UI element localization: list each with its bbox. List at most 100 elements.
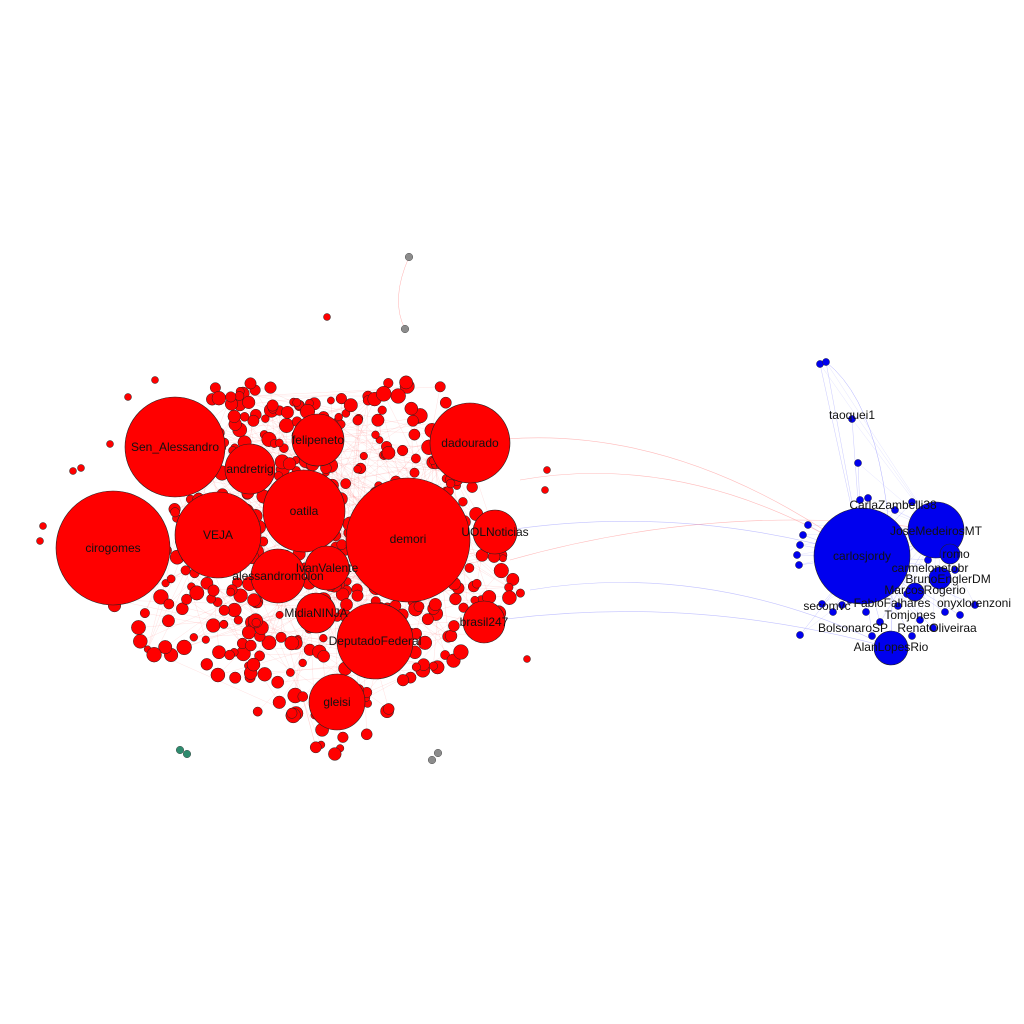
node[interactable] <box>309 741 322 754</box>
node[interactable] <box>894 602 902 610</box>
node[interactable] <box>359 451 368 461</box>
node[interactable] <box>413 601 425 612</box>
node[interactable] <box>371 413 385 427</box>
node[interactable] <box>449 592 462 606</box>
node[interactable] <box>124 393 132 401</box>
node[interactable] <box>795 561 803 569</box>
node-ivanvalente[interactable] <box>304 545 350 591</box>
node[interactable] <box>207 584 220 597</box>
node[interactable] <box>340 478 352 489</box>
node[interactable] <box>371 430 380 439</box>
node[interactable] <box>502 590 517 605</box>
node[interactable] <box>829 608 837 616</box>
node[interactable] <box>439 396 452 409</box>
node[interactable] <box>241 625 256 640</box>
node[interactable] <box>856 496 864 504</box>
node-demori[interactable] <box>345 477 471 603</box>
node[interactable] <box>971 601 979 609</box>
node[interactable] <box>257 667 272 682</box>
node[interactable] <box>281 405 294 419</box>
node[interactable] <box>210 667 226 683</box>
node[interactable] <box>428 661 438 671</box>
node[interactable] <box>854 459 862 467</box>
node[interactable] <box>286 668 295 677</box>
node[interactable] <box>390 388 406 404</box>
node[interactable] <box>336 539 348 550</box>
node[interactable] <box>181 593 193 605</box>
node[interactable] <box>411 662 421 672</box>
node[interactable] <box>297 691 309 702</box>
node[interactable] <box>166 574 176 584</box>
node[interactable] <box>275 631 287 643</box>
node[interactable] <box>848 415 856 423</box>
node[interactable] <box>337 731 349 743</box>
node-oatila[interactable] <box>262 469 346 553</box>
node[interactable] <box>252 706 263 717</box>
node[interactable] <box>176 602 189 616</box>
node[interactable] <box>266 399 279 412</box>
node[interactable] <box>360 728 373 741</box>
node[interactable] <box>245 639 257 652</box>
node[interactable] <box>328 747 342 761</box>
node[interactable] <box>162 614 175 628</box>
node-marcosrogerio[interactable] <box>905 582 925 602</box>
node[interactable] <box>335 393 347 405</box>
node[interactable] <box>916 616 924 624</box>
node[interactable] <box>340 598 353 612</box>
node[interactable] <box>951 566 959 574</box>
node-brasil247[interactable] <box>462 600 506 644</box>
node[interactable] <box>891 506 899 514</box>
node-carlosjordy[interactable] <box>813 507 911 605</box>
node[interactable] <box>864 494 872 502</box>
node[interactable] <box>254 650 265 662</box>
node[interactable] <box>444 629 458 643</box>
node[interactable] <box>298 658 307 668</box>
node[interactable] <box>200 658 213 671</box>
isolated-node[interactable] <box>182 750 191 759</box>
node[interactable] <box>170 507 181 518</box>
node[interactable] <box>153 589 169 605</box>
node-andretrig[interactable] <box>224 443 276 495</box>
node[interactable] <box>227 409 241 423</box>
node[interactable] <box>377 405 387 415</box>
node[interactable] <box>543 466 551 474</box>
node[interactable] <box>818 600 826 608</box>
node[interactable] <box>218 604 230 616</box>
node[interactable] <box>409 467 420 478</box>
node[interactable] <box>929 624 937 632</box>
node[interactable] <box>504 582 514 592</box>
node[interactable] <box>247 414 260 427</box>
node[interactable] <box>445 478 456 489</box>
node[interactable] <box>381 446 396 460</box>
node[interactable] <box>275 438 284 448</box>
node[interactable] <box>908 632 916 640</box>
node[interactable] <box>396 674 410 687</box>
node[interactable] <box>448 620 460 632</box>
isolated-node[interactable] <box>434 749 443 758</box>
node[interactable] <box>131 620 146 635</box>
node[interactable] <box>407 414 419 427</box>
node[interactable] <box>247 593 261 607</box>
node[interactable] <box>408 428 421 441</box>
node[interactable] <box>212 645 226 660</box>
node[interactable] <box>226 587 235 597</box>
node-felipeneto[interactable] <box>291 413 345 467</box>
node[interactable] <box>796 541 804 549</box>
node[interactable] <box>343 398 358 413</box>
node[interactable] <box>284 635 299 651</box>
node[interactable] <box>399 375 413 390</box>
node[interactable] <box>434 381 446 393</box>
node[interactable] <box>382 703 395 715</box>
node[interactable] <box>279 418 294 433</box>
node-dadourado[interactable] <box>429 402 511 484</box>
node[interactable] <box>941 608 949 616</box>
node[interactable] <box>286 707 298 719</box>
node[interactable] <box>244 377 257 390</box>
node[interactable] <box>264 381 277 394</box>
node[interactable] <box>876 618 884 626</box>
node[interactable] <box>261 414 270 423</box>
isolated-node[interactable] <box>401 325 410 334</box>
node[interactable] <box>464 563 475 573</box>
node[interactable] <box>275 610 284 619</box>
node[interactable] <box>523 655 531 663</box>
